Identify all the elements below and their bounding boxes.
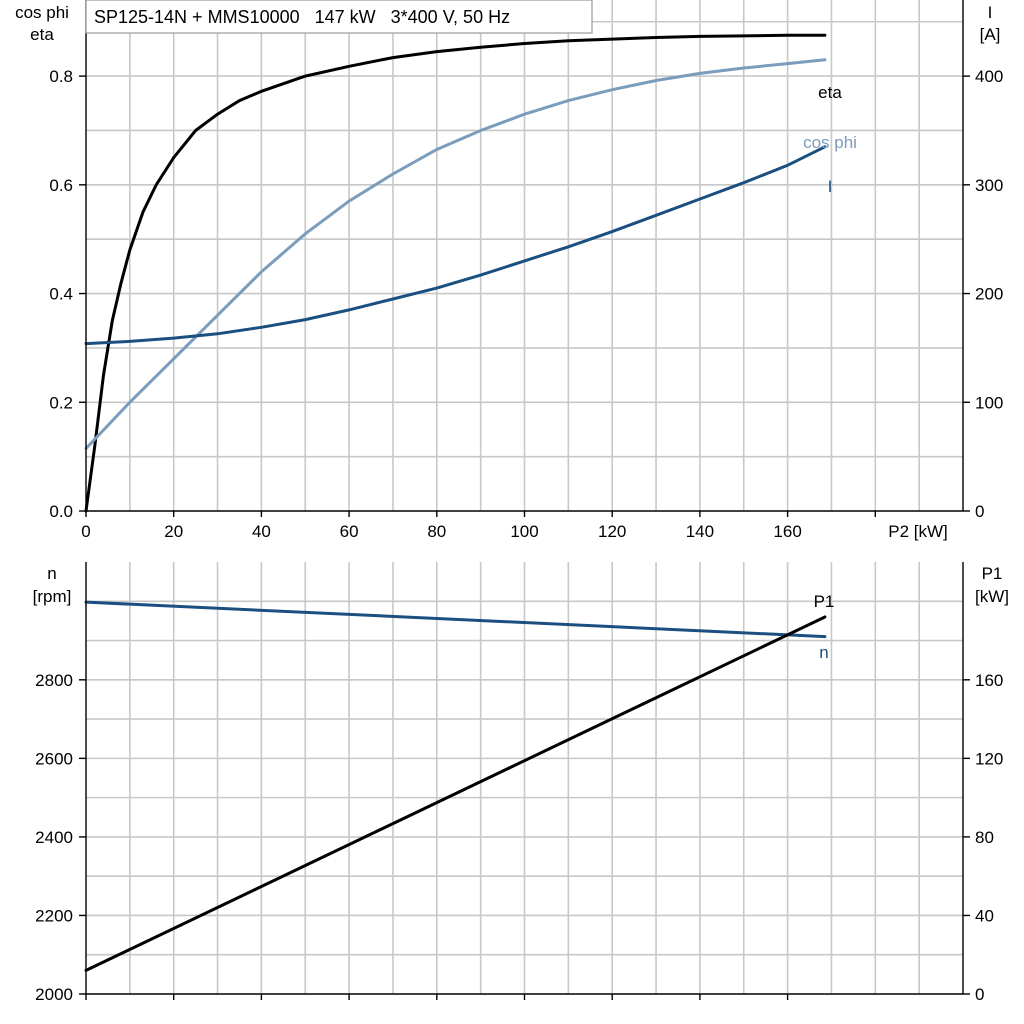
bottom-left-tick-label: 2000 <box>35 985 73 1004</box>
series-line-p1 <box>84 615 827 972</box>
bottom-left-tick-label: 2600 <box>35 749 73 768</box>
top-left-tick-label: 0.6 <box>49 176 73 195</box>
bottom-left-axis-label-line2: [rpm] <box>33 587 72 606</box>
bottom-right-tick-label: 120 <box>975 749 1003 768</box>
left-axis-label-line1: cos phi <box>15 3 69 22</box>
bottom-right-tick-label: 80 <box>975 828 994 847</box>
top-left-tick-label: 0.8 <box>49 67 73 86</box>
top-curves <box>84 33 827 513</box>
top-right-tick-label: 200 <box>975 285 1003 304</box>
top-right-tick-label: 400 <box>975 67 1003 86</box>
bottom-left-tick-label: 2200 <box>35 906 73 925</box>
right-axis-label-line1: I <box>988 3 993 22</box>
x-axis-label: P2 [kW] <box>888 522 948 541</box>
top-left-tick-label: 0.4 <box>49 285 73 304</box>
top-left-tick-label: 0.0 <box>49 502 73 521</box>
series-label-speed: n <box>819 643 828 662</box>
series-label-current: I <box>828 177 833 196</box>
top-x-tick-label: 40 <box>252 522 271 541</box>
bottom-left-tick-label: 2800 <box>35 671 73 690</box>
series-line-n <box>84 600 827 639</box>
top-x-tick-label: 80 <box>427 522 446 541</box>
top-panel: 0.0 0.2 0.4 0.6 0.8 0 100 200 300 400 0 20 40 60 80 100… <box>15 0 1003 541</box>
top-right-tick-label: 0 <box>975 502 984 521</box>
top-x-tick-label: 120 <box>598 522 626 541</box>
top-x-tick-label: 100 <box>510 522 538 541</box>
right-axis-label-line2: [A] <box>980 25 1001 44</box>
bottom-ticks: 2000 2200 2400 2600 2800 0 40 80 120 160 <box>35 671 1003 1004</box>
top-grid <box>86 0 963 511</box>
top-right-tick-label: 300 <box>975 176 1003 195</box>
series-label-p1: P1 <box>814 592 835 611</box>
chart-title: SP125-14N + MMS10000 147 kW 3*400 V, 50 … <box>94 7 510 27</box>
top-x-tick-label: 160 <box>773 522 801 541</box>
bottom-right-axis-label-line2: [kW] <box>975 587 1009 606</box>
series-line-i <box>84 145 827 346</box>
left-axis-label-line2: eta <box>30 25 54 44</box>
top-right-tick-label: 100 <box>975 393 1003 412</box>
top-ticks: 0.0 0.2 0.4 0.6 0.8 0 100 200 300 400 0 20 40 60 80 100… <box>49 67 1003 541</box>
series-label-eta: eta <box>818 83 842 102</box>
bottom-right-tick-label: 40 <box>975 906 994 925</box>
bottom-right-tick-label: 160 <box>975 671 1003 690</box>
title-box <box>85 0 593 34</box>
bottom-right-axis-label-line1: P1 <box>982 564 1003 583</box>
bottom-grid <box>86 562 963 994</box>
series-line-cos-phi <box>84 58 827 450</box>
bottom-left-axis-label-line1: n <box>47 564 56 583</box>
series-line-eta <box>84 33 827 513</box>
series-label-cos-phi: cos phi <box>803 133 857 152</box>
top-x-tick-label: 60 <box>340 522 359 541</box>
bottom-right-tick-label: 0 <box>975 985 984 1004</box>
top-x-tick-label: 20 <box>164 522 183 541</box>
bottom-left-tick-label: 2400 <box>35 828 73 847</box>
top-x-tick-label: 140 <box>686 522 714 541</box>
bottom-curves <box>84 600 827 972</box>
top-x-tick-label: 0 <box>81 522 90 541</box>
top-left-tick-label: 0.2 <box>49 393 73 412</box>
